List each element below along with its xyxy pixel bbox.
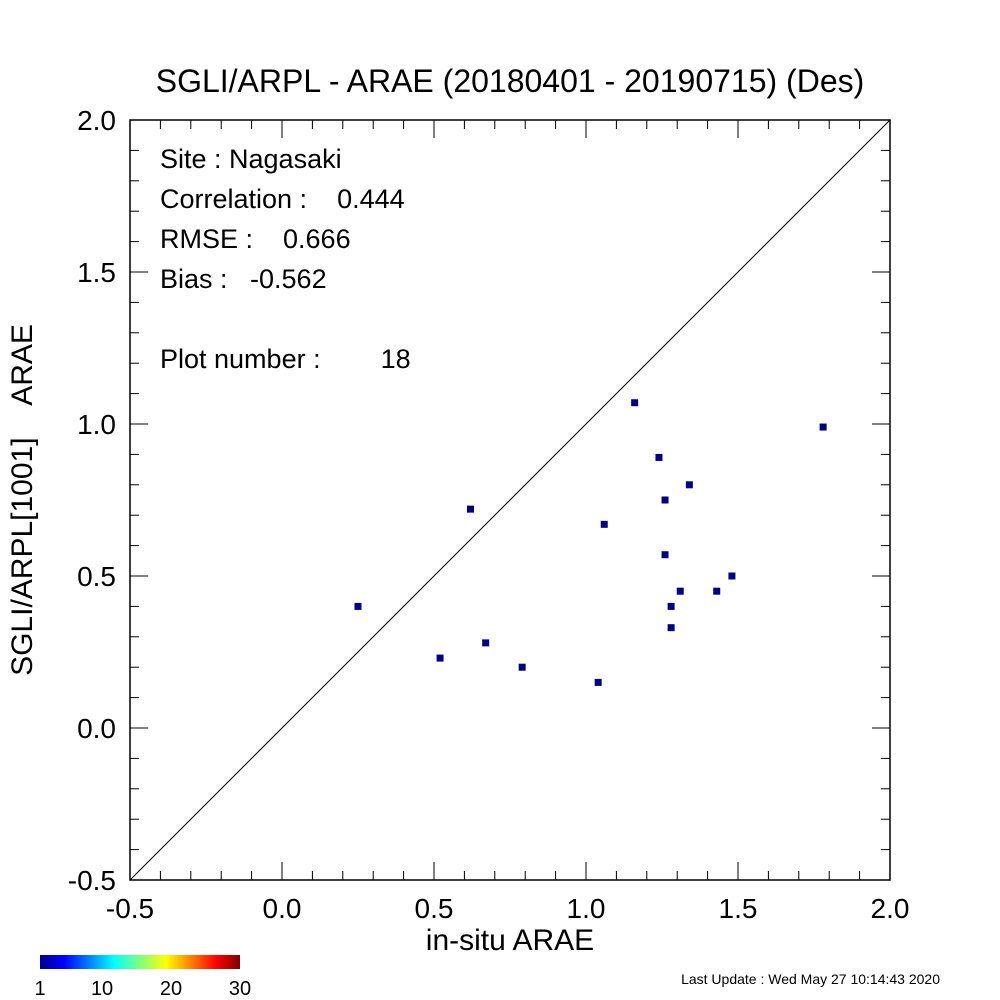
x-tick-label: 1.0: [567, 893, 606, 924]
y-axis-label: SGLI/ARPL[1001] ARAE: [6, 324, 39, 676]
data-point: [685, 481, 693, 489]
y-tick-label: 1.0: [77, 409, 116, 440]
x-tick-label: 2.0: [871, 893, 910, 924]
data-point: [594, 678, 602, 686]
chart-title: SGLI/ARPL - ARAE (20180401 - 20190715) (…: [156, 63, 865, 99]
data-point: [482, 639, 490, 647]
x-tick-label: 1.5: [719, 893, 758, 924]
y-tick-label: 0.5: [77, 561, 116, 592]
last-update-text: Last Update : Wed May 27 10:14:43 2020: [681, 971, 940, 987]
data-point: [667, 602, 675, 610]
colorbar-label: 1: [34, 978, 45, 1000]
data-point: [354, 602, 362, 610]
data-point: [661, 496, 669, 504]
data-point: [631, 399, 639, 407]
minor-ticks: [129, 119, 891, 881]
x-tick-label: 0.5: [415, 893, 454, 924]
data-point: [661, 551, 669, 559]
plot-number-annotation: Plot number : 18: [160, 344, 411, 374]
data-point: [436, 654, 444, 662]
plot-frame: [129, 119, 891, 881]
y-tick-labels: -0.5 0.0 0.5 1.0 1.5 2.0: [68, 105, 116, 896]
site-annotation: Site : Nagasaki: [160, 144, 342, 174]
colorbar-label: 20: [160, 978, 182, 1000]
x-tick-label: 0.0: [263, 893, 302, 924]
y-tick-label: -0.5: [68, 865, 116, 896]
data-points: [354, 399, 827, 686]
data-point: [819, 423, 827, 431]
colorbar-label: 30: [229, 978, 251, 1000]
colorbar: [40, 955, 240, 969]
y-tick-label: 2.0: [77, 105, 116, 136]
data-point: [600, 520, 608, 528]
y-tick-label: 0.0: [77, 713, 116, 744]
colorbar-label: 10: [91, 978, 113, 1000]
data-point: [518, 663, 526, 671]
data-point: [713, 587, 721, 595]
data-point: [667, 624, 675, 632]
x-tick-label: -0.5: [106, 893, 154, 924]
data-point: [466, 505, 474, 513]
stats-annotations: Site : Nagasaki Correlation : 0.444 RMSE…: [160, 144, 411, 374]
data-point: [676, 587, 684, 595]
colorbar-labels: 1 10 20 30: [34, 978, 251, 1000]
bias-annotation: Bias : -0.562: [160, 264, 327, 294]
correlation-annotation: Correlation : 0.444: [160, 184, 405, 214]
rmse-annotation: RMSE : 0.666: [160, 224, 351, 254]
data-point: [655, 453, 663, 461]
data-point: [728, 572, 736, 580]
one-to-one-line: [129, 119, 891, 881]
x-tick-labels: -0.5 0.0 0.5 1.0 1.5 2.0: [106, 893, 910, 924]
y-tick-label: 1.5: [77, 257, 116, 288]
x-axis-label: in-situ ARAE: [426, 924, 594, 957]
